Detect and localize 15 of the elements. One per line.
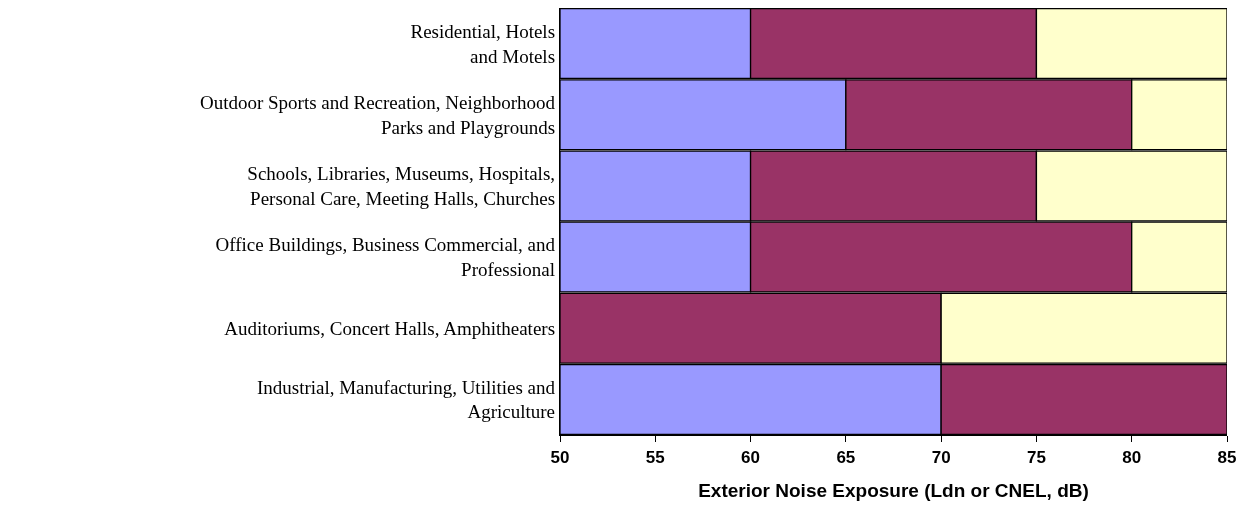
x-axis-title: Exterior Noise Exposure (Ldn or CNEL, dB): [698, 480, 1089, 502]
y-tick-label: Industrial, Manufacturing, Utilities and Agriculture: [256, 376, 556, 423]
x-tick-label: 50: [550, 447, 570, 467]
x-tick-label: 70: [931, 447, 951, 467]
x-tick-label: 85: [1217, 447, 1237, 467]
x-tick-label: 65: [836, 447, 856, 467]
y-tick-label: Office Buildings, Business Commercial, and Professional: [215, 234, 556, 281]
y-tick-label: Auditoriums, Concert Halls, Amphitheaters: [224, 317, 556, 339]
x-tick-label: 80: [1122, 447, 1142, 467]
x-tick-label: 55: [645, 447, 665, 467]
x-tick-label: 75: [1026, 447, 1046, 467]
y-tick-label: Outdoor Sports and Recreation, Neighborhood Parks and Playgrounds: [199, 92, 556, 138]
y-tick-label: Residential, Hotels and Motels: [410, 20, 556, 67]
x-tick-label: 60: [741, 447, 761, 467]
y-tick-label: Schools, Libraries, Museums, Hospitals, Personal Care, Meeting Halls, Churches: [247, 163, 556, 209]
